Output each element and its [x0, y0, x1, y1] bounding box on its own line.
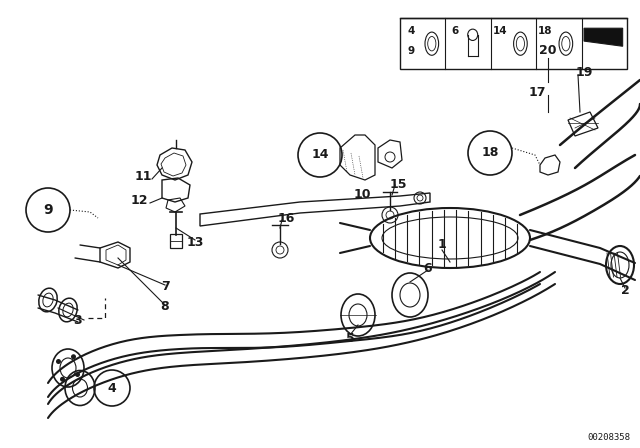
Circle shape — [60, 377, 65, 382]
Text: 3: 3 — [74, 314, 82, 327]
Text: 7: 7 — [161, 280, 170, 293]
Text: 17: 17 — [528, 86, 546, 99]
Text: 11: 11 — [134, 169, 152, 182]
Text: 00208358: 00208358 — [587, 433, 630, 442]
Circle shape — [56, 359, 61, 364]
Text: 5: 5 — [346, 332, 355, 345]
Text: 19: 19 — [575, 66, 593, 79]
Text: 9: 9 — [43, 203, 53, 217]
Bar — [400, 18, 627, 69]
Text: 14: 14 — [493, 26, 508, 36]
Text: 8: 8 — [161, 301, 170, 314]
Text: 20: 20 — [540, 43, 557, 56]
Text: 9: 9 — [408, 47, 415, 56]
Text: 2: 2 — [621, 284, 629, 297]
Text: 18: 18 — [481, 146, 499, 159]
Text: 12: 12 — [131, 194, 148, 207]
Text: 15: 15 — [389, 178, 407, 191]
Circle shape — [71, 354, 76, 359]
Text: 18: 18 — [538, 26, 553, 36]
Text: 6: 6 — [451, 26, 458, 36]
Text: 13: 13 — [186, 236, 204, 249]
Text: 4: 4 — [408, 26, 415, 36]
Polygon shape — [584, 28, 623, 46]
Text: 6: 6 — [424, 262, 432, 275]
Bar — [170, 234, 182, 248]
Text: 4: 4 — [108, 382, 116, 395]
Text: 10: 10 — [353, 189, 371, 202]
Text: 16: 16 — [277, 211, 294, 224]
Text: 14: 14 — [311, 148, 329, 161]
Text: 1: 1 — [438, 238, 446, 251]
Circle shape — [75, 372, 80, 377]
